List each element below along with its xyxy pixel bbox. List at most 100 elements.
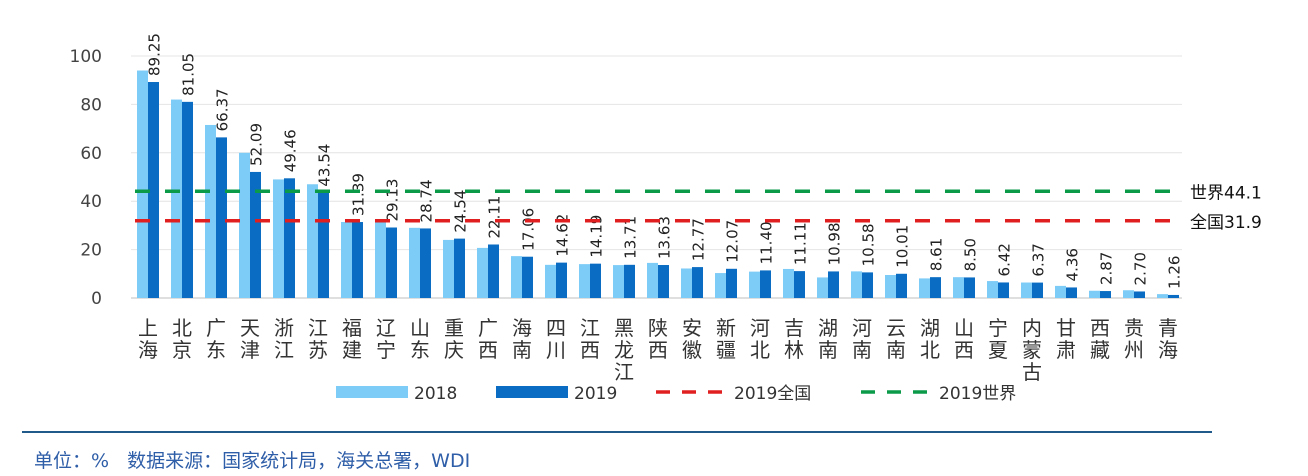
data-label: 10.98 [826, 222, 844, 265]
x-category-label: 河 [852, 316, 872, 340]
bar-2018-安徽 [681, 268, 692, 298]
bar-2019-贵州 [1134, 291, 1145, 298]
bar-2019-新疆 [726, 268, 737, 298]
bar-2018-西藏 [1089, 290, 1100, 298]
bar-2019-天津 [250, 171, 261, 298]
legend-label: 2019 [574, 384, 617, 404]
data-label: 8.61 [928, 238, 946, 271]
x-category-label: 夏 [988, 338, 1008, 362]
x-category-label: 西 [580, 338, 600, 362]
x-category-label: 宁 [988, 316, 1008, 340]
x-category-label: 山 [410, 316, 430, 340]
legend-label: 2018 [414, 384, 457, 404]
x-category-label: 疆 [716, 338, 736, 362]
bar-2018-河南 [851, 271, 862, 298]
data-label: 13.71 [622, 216, 640, 259]
data-label: 28.74 [418, 179, 436, 222]
x-category-label: 南 [886, 338, 906, 362]
x-category-label: 蒙 [1022, 338, 1042, 362]
x-category-label: 上 [138, 316, 158, 340]
bar-2019-山西 [964, 277, 975, 298]
x-category-label: 西 [954, 338, 974, 362]
data-label: 24.54 [452, 190, 470, 233]
x-category-label: 山 [954, 316, 974, 340]
bar-2019-西藏 [1100, 291, 1111, 298]
x-category-label: 宁 [376, 338, 396, 362]
x-category-label: 苏 [308, 338, 328, 362]
bar-2019-福建 [352, 222, 363, 298]
y-tick-label: 20 [80, 241, 102, 261]
x-category-label: 林 [784, 338, 804, 362]
x-category-label: 福 [342, 316, 362, 340]
x-category-label: 四 [546, 316, 566, 340]
y-tick-label: 0 [91, 289, 102, 309]
x-category-label: 南 [818, 338, 838, 362]
data-label: 89.25 [146, 33, 164, 76]
bar-2019-四川 [556, 262, 567, 298]
x-category-label: 黑 [614, 316, 634, 340]
x-category-label: 内 [1022, 316, 1042, 340]
x-category-label: 湖 [818, 316, 838, 340]
bar-2018-云南 [885, 275, 896, 298]
data-label: 8.50 [962, 238, 980, 271]
legend-label: 2019全国 [734, 384, 811, 404]
data-label: 81.05 [180, 53, 198, 96]
bar-2019-陕西 [658, 265, 669, 298]
y-tick-label: 40 [80, 192, 102, 212]
x-category-label: 肃 [1056, 338, 1076, 362]
bar-2019-云南 [896, 273, 907, 298]
data-label: 14.19 [588, 215, 606, 258]
bar-2018-黑龙江 [613, 265, 624, 298]
bar-2018-海南 [511, 256, 522, 298]
reference-line-label: 世界44.1 [1190, 183, 1262, 203]
x-category-label: 古 [1022, 360, 1042, 384]
bar-2018-四川 [545, 264, 556, 298]
x-category-label: 陕 [648, 316, 668, 340]
x-category-label: 津 [240, 338, 260, 362]
bar-2018-辽宁 [375, 220, 386, 298]
x-category-label: 广 [478, 316, 498, 340]
bar-2018-湖北 [919, 278, 930, 298]
bar-2019-河北 [760, 270, 771, 298]
data-label: 12.07 [724, 220, 742, 263]
x-category-label: 辽 [376, 316, 396, 340]
data-label: 49.46 [282, 129, 300, 172]
x-category-label: 海 [512, 316, 532, 340]
reference-line-label: 全国31.9 [1190, 213, 1262, 233]
bar-2018-重庆 [443, 239, 454, 298]
bar-2018-上海 [137, 70, 148, 299]
x-category-label: 东 [206, 338, 226, 362]
data-label: 10.58 [860, 223, 878, 266]
x-category-label: 建 [342, 338, 362, 362]
x-category-label: 甘 [1056, 316, 1076, 340]
bar-2018-广西 [477, 247, 488, 298]
data-label: 12.77 [690, 218, 708, 261]
data-label: 11.40 [758, 221, 776, 264]
x-category-label: 龙 [614, 338, 634, 362]
bar-2019-湖北 [930, 277, 941, 298]
bar-2019-安徽 [692, 267, 703, 298]
bar-2019-吉林 [794, 271, 805, 298]
bar-2019-甘肃 [1066, 287, 1077, 298]
y-tick-label: 60 [80, 144, 102, 164]
data-label: 43.54 [316, 144, 334, 187]
x-category-label: 天 [240, 316, 260, 340]
bar-2018-内蒙古 [1021, 282, 1032, 298]
bar-2018-新疆 [715, 273, 726, 298]
x-category-label: 南 [852, 338, 872, 362]
bar-2019-内蒙古 [1032, 282, 1043, 298]
x-category-label: 云 [886, 316, 906, 340]
x-category-label: 吉 [784, 316, 804, 340]
x-category-label: 京 [172, 338, 192, 362]
bar-2018-青海 [1157, 294, 1168, 298]
bar-2018-吉林 [783, 268, 794, 298]
bar-2018-甘肃 [1055, 285, 1066, 298]
bar-2018-宁夏 [987, 281, 998, 298]
bar-2018-北京 [171, 99, 182, 298]
bar-2019-江西 [590, 263, 601, 298]
bar-2018-河北 [749, 271, 760, 298]
data-label: 11.11 [792, 222, 810, 265]
x-category-label: 徽 [682, 338, 702, 362]
data-label: 31.39 [350, 173, 368, 216]
bar-2019-浙江 [284, 178, 295, 298]
